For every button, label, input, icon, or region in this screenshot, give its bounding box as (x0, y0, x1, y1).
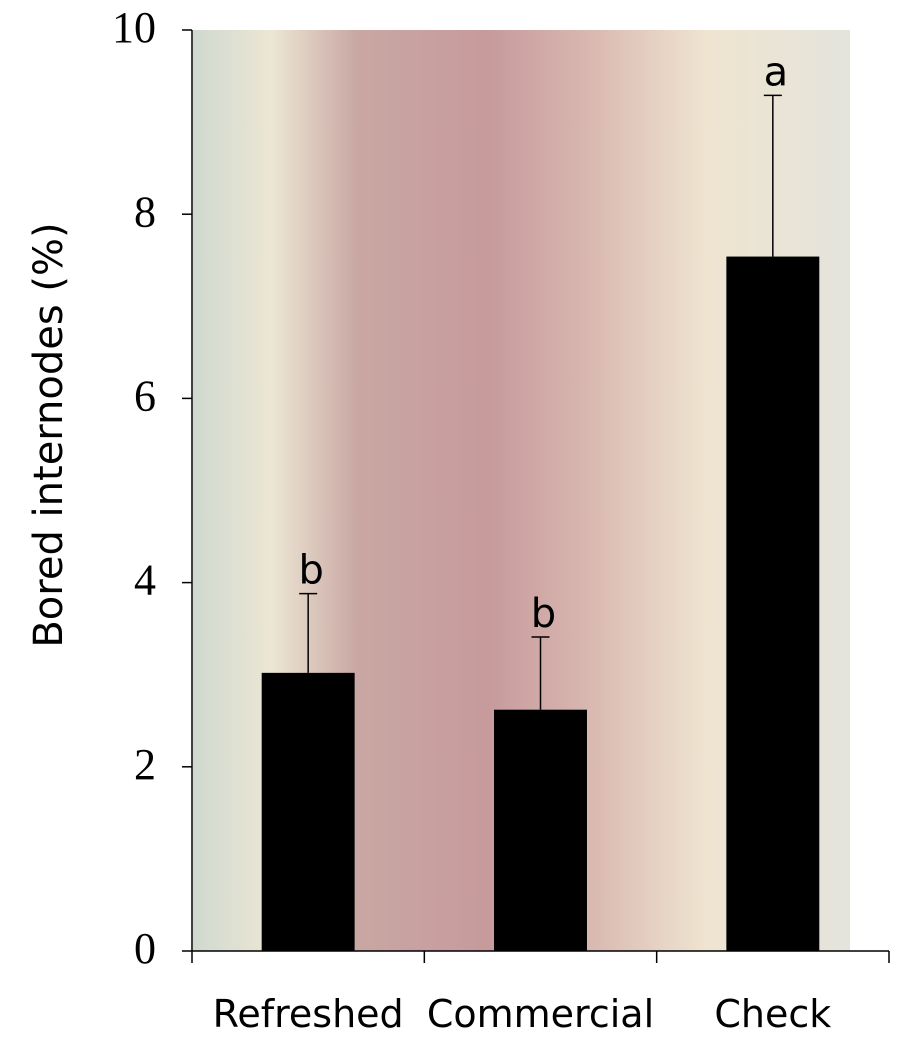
y-tick-label: 8 (134, 187, 156, 236)
annotation: a (764, 49, 789, 95)
y-tick-label: 4 (134, 556, 156, 605)
bar (262, 673, 355, 951)
x-tick-label: Refreshed (213, 992, 404, 1036)
x-tick-label: Check (714, 992, 831, 1036)
y-tick-label: 6 (134, 371, 156, 420)
annotation: b (531, 591, 556, 637)
chart: Bored internodes (%) 0 2 4 6 8 10 b Refreshed b C… (0, 0, 902, 1043)
bar (494, 710, 587, 951)
y-tick-label: 10 (112, 3, 156, 52)
annotation: b (298, 548, 323, 594)
y-tick-label: 0 (134, 924, 156, 973)
y-tick-label: 2 (134, 740, 156, 789)
bar (726, 257, 819, 951)
y-axis-label: Bored internodes (%) (26, 222, 72, 647)
x-tick-label: Commercial (427, 992, 654, 1036)
